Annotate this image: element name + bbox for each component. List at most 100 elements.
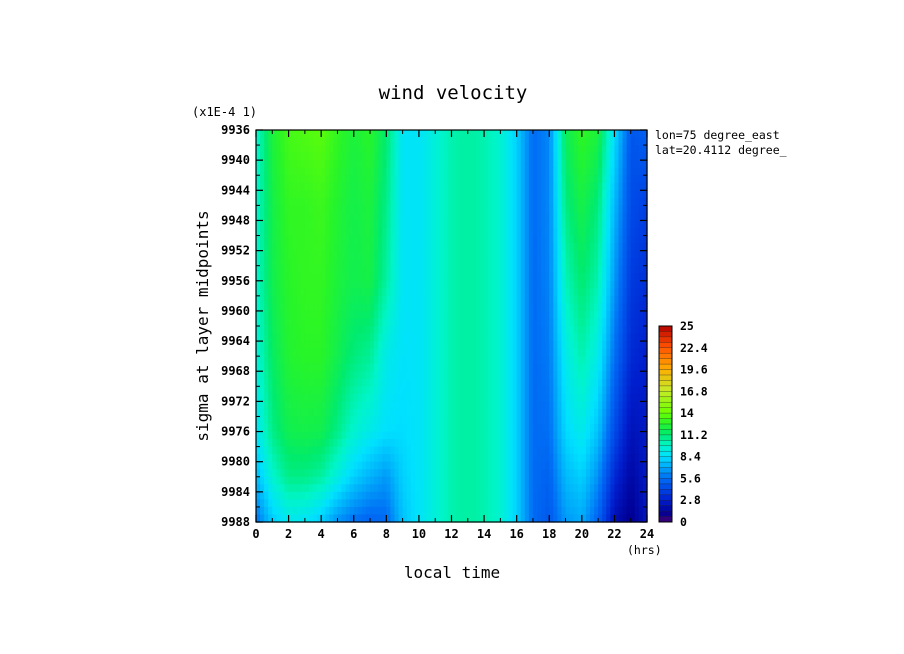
heatmap-cell	[390, 318, 396, 327]
heatmap-cell	[594, 431, 599, 440]
heatmap-cell	[642, 461, 648, 470]
heatmap-cell	[329, 288, 334, 297]
heatmap-cell	[341, 499, 347, 508]
heatmap-cell	[541, 205, 546, 214]
heatmap-cell	[276, 401, 282, 410]
heatmap-cell	[557, 310, 563, 320]
heatmap-cell	[427, 175, 432, 184]
heatmap-cell	[500, 145, 506, 154]
heatmap-cell	[386, 220, 391, 229]
heatmap-cell	[345, 212, 351, 222]
heatmap-cell	[565, 318, 571, 327]
heatmap-cell	[321, 273, 326, 282]
heatmap-cell	[451, 476, 457, 485]
heatmap-cell	[467, 476, 473, 485]
heatmap-cell	[549, 228, 554, 237]
heatmap-cell	[345, 424, 351, 433]
heatmap-cell	[602, 295, 607, 304]
heatmap-cell	[492, 401, 497, 410]
heatmap-cell	[459, 212, 465, 222]
heatmap-cell	[447, 295, 453, 304]
heatmap-cell	[467, 469, 473, 478]
heatmap-cell	[626, 506, 632, 516]
heatmap-cell	[606, 454, 611, 463]
heatmap-cell	[357, 228, 363, 237]
heatmap-cell	[422, 145, 428, 154]
heatmap-cell	[337, 499, 343, 508]
heatmap-cell	[642, 514, 648, 523]
heatmap-cell	[370, 408, 375, 418]
heatmap-cell	[622, 205, 628, 214]
heatmap-cell	[585, 145, 591, 154]
heatmap-cell	[598, 326, 603, 335]
heatmap-cell	[353, 506, 359, 516]
heatmap-cell	[280, 514, 286, 523]
heatmap-cell	[589, 356, 595, 365]
heatmap-cell	[414, 205, 420, 214]
heatmap-cell	[463, 416, 469, 425]
heatmap-cell	[630, 363, 636, 372]
heatmap-cell	[451, 310, 457, 320]
heatmap-cell	[443, 175, 449, 184]
heatmap-cell	[256, 393, 261, 402]
heatmap-cell	[500, 137, 506, 146]
heatmap-cell	[528, 250, 534, 259]
heatmap-cell	[549, 484, 554, 493]
heatmap-cell	[276, 514, 282, 523]
heatmap-cell	[634, 333, 640, 342]
heatmap-cell	[618, 250, 624, 259]
heatmap-cell	[480, 167, 485, 176]
heatmap-cell	[471, 167, 477, 176]
heatmap-cell	[553, 514, 558, 523]
heatmap-cell	[573, 152, 579, 161]
heatmap-cell	[296, 220, 302, 229]
heatmap-cell	[313, 499, 318, 508]
heatmap-cell	[642, 220, 648, 229]
heatmap-cell	[361, 318, 367, 327]
heatmap-cell	[382, 167, 387, 176]
heatmap-cell	[480, 333, 485, 342]
heatmap-cell	[573, 363, 579, 372]
heatmap-cell	[622, 160, 628, 169]
heatmap-cell	[260, 506, 265, 516]
heatmap-cell	[280, 469, 286, 478]
heatmap-cell	[414, 228, 420, 237]
heatmap-cell	[439, 454, 444, 463]
heatmap-cell	[520, 499, 526, 508]
heatmap-cell	[280, 454, 286, 463]
heatmap-cell	[545, 288, 550, 297]
heatmap-cell	[260, 416, 265, 425]
heatmap-cell	[480, 205, 485, 214]
heatmap-cell	[573, 160, 579, 169]
heatmap-cell	[516, 371, 522, 380]
heatmap-cell	[545, 476, 550, 485]
heatmap-cell	[614, 461, 620, 470]
heatmap-cell	[516, 326, 522, 335]
heatmap-cell	[463, 152, 469, 161]
heatmap-cell	[427, 250, 432, 259]
heatmap-cell	[439, 303, 444, 312]
heatmap-cell	[561, 137, 567, 146]
heatmap-cell	[427, 356, 432, 365]
heatmap-cell	[455, 333, 461, 342]
heatmap-cell	[520, 258, 526, 267]
heatmap-cell	[378, 371, 383, 380]
heatmap-cell	[569, 454, 575, 463]
heatmap-cell	[638, 393, 644, 402]
heatmap-cell	[386, 393, 391, 402]
heatmap-cell	[492, 235, 497, 244]
heatmap-cell	[500, 499, 506, 508]
heatmap-cell	[573, 514, 579, 523]
heatmap-cell	[602, 250, 607, 259]
heatmap-cell	[524, 326, 530, 335]
heatmap-cell	[427, 393, 432, 402]
heatmap-cell	[614, 273, 620, 282]
heatmap-cell	[581, 326, 587, 335]
heatmap-cell	[634, 363, 640, 372]
heatmap-cell	[443, 167, 449, 176]
heatmap-cell	[622, 265, 628, 274]
heatmap-cell	[296, 363, 302, 372]
heatmap-cell	[300, 182, 306, 191]
heatmap-cell	[553, 182, 558, 191]
heatmap-cell	[463, 341, 469, 350]
